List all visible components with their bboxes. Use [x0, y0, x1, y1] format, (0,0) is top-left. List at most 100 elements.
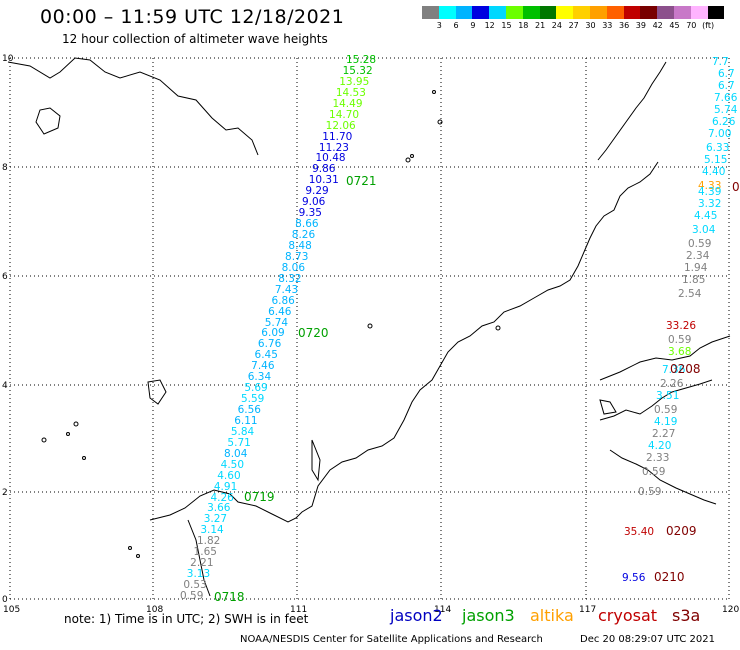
- legend-label: 3: [436, 21, 442, 30]
- legend-swatch: [506, 6, 523, 19]
- wave-height-value: 5.74: [264, 316, 289, 329]
- legend-swatch: [707, 6, 725, 19]
- wave-height-value: 4.60: [217, 469, 241, 482]
- wave-height-value: 0.59: [180, 590, 204, 602]
- legend-label: 39: [635, 21, 646, 30]
- wave-height-value: 9.56: [622, 572, 646, 584]
- wave-height-value: 2.27: [652, 428, 676, 440]
- wave-height-value: 14.53: [335, 86, 366, 99]
- wave-height-value: 5.84: [230, 425, 255, 438]
- wave-height-value: 1.85: [682, 274, 706, 286]
- wave-height-value: 0.59: [638, 486, 662, 498]
- legend-swatch: [657, 6, 674, 19]
- wave-height-value: 15.28: [346, 54, 377, 66]
- map-subtitle: 12 hour collection of altimeter wave hei…: [62, 32, 328, 46]
- legend-label: 30: [585, 21, 596, 30]
- wave-height-value: 0.53: [183, 579, 207, 592]
- lon-tick-label: 120: [722, 605, 739, 615]
- wave-height-value: 4.40: [702, 166, 726, 178]
- satellite-name: jason2: [390, 606, 443, 625]
- wave-height-value: 2.21: [190, 557, 214, 570]
- wave-height-value: 6.33: [706, 142, 730, 154]
- legend-swatch: [539, 6, 557, 19]
- wave-height-value: 8.48: [288, 239, 312, 252]
- legend-swatch: [438, 6, 456, 19]
- legend-label: 33: [602, 21, 613, 30]
- lat-tick-label: 2: [2, 488, 8, 498]
- wave-height-value: 11.23: [318, 141, 349, 154]
- wave-height-value: 14.49: [332, 97, 363, 110]
- satellite-name: cryosat: [598, 606, 658, 625]
- pass-time-label: 0718: [214, 590, 245, 604]
- coast-indochina: [7, 57, 259, 156]
- wave-height-value: 7.43: [274, 283, 299, 296]
- legend-swatch: [623, 6, 641, 19]
- wave-height-value: 0.59: [642, 466, 666, 478]
- coast-borneo-south: [187, 519, 211, 597]
- wave-height-value: 6.45: [254, 349, 278, 362]
- coast-sulawesi: [599, 335, 731, 381]
- pass-time-label: 0721: [346, 174, 377, 188]
- wave-height-value: 4.33: [698, 180, 722, 192]
- wave-height-value: 8.06: [281, 261, 306, 274]
- small-islands: [41, 90, 617, 558]
- pass-time-label: 0720: [298, 326, 329, 340]
- coast-islands-east: [609, 449, 717, 505]
- legend-swatch: [606, 6, 624, 19]
- wave-height-value: 3.66: [207, 502, 231, 515]
- wave-height-value: 10.48: [315, 152, 346, 165]
- wave-height-value: 3.68: [668, 346, 692, 358]
- wave-height-value: 5.15: [704, 154, 728, 166]
- wave-height-value: 0.59: [688, 238, 712, 250]
- legend-label: 9: [470, 21, 476, 30]
- pass-time-label: 0208: [670, 362, 701, 376]
- legend-swatch: [640, 6, 658, 19]
- pass-time-label: 0209: [666, 524, 697, 538]
- wave-height-value: 5.69: [244, 382, 268, 395]
- legend-label: 36: [619, 21, 630, 30]
- wave-height-value: 35.40: [624, 526, 655, 538]
- wave-height-value: 2.54: [678, 288, 702, 300]
- legend-swatch: [455, 6, 473, 19]
- wave-height-value: 15.32: [342, 64, 373, 77]
- wave-height-value: 2.26: [660, 378, 684, 390]
- coastline: [7, 57, 731, 597]
- lat-tick-label: 0: [2, 595, 8, 605]
- legend-swatch: [472, 6, 490, 19]
- legend-swatch: [422, 6, 439, 19]
- wave-height-value: 5.71: [227, 436, 251, 449]
- legend-label: 18: [518, 21, 529, 30]
- wave-height-value: 12.06: [325, 119, 356, 132]
- lat-tick-label: 6: [2, 272, 8, 282]
- coast-sulawesi-arm: [599, 379, 713, 421]
- wave-height-value: 1.94: [684, 262, 708, 274]
- wave-height-value: 0.59: [668, 334, 692, 346]
- legend-label: 45: [669, 21, 680, 30]
- legend-label: 70: [686, 21, 697, 30]
- wave-height-value: 13.95: [339, 75, 370, 88]
- wave-height-value: 6.7: [718, 68, 735, 80]
- legend-label: 27: [568, 21, 579, 30]
- wave-height-value: 11.70: [322, 130, 353, 143]
- wave-height-value: 6.86: [271, 294, 295, 307]
- wave-height-value: 4.50: [220, 458, 245, 471]
- wave-height-value: 2.34: [686, 250, 710, 262]
- wave-height-value: 5.74: [714, 104, 738, 116]
- wave-height-value: 0.59: [654, 404, 678, 416]
- legend-label: 12: [484, 21, 495, 30]
- wave-height-value: 4.91: [213, 480, 238, 493]
- wave-height-value: 8.32: [278, 272, 302, 285]
- legend-swatch: [489, 6, 506, 19]
- wave-height-value: 6.76: [257, 338, 282, 351]
- legend-swatch: [690, 6, 708, 19]
- legend-swatch: [522, 6, 540, 19]
- wave-height-value: 6.34: [247, 371, 272, 384]
- wave-height-value: 8.66: [295, 218, 319, 231]
- lat-tick-label: 4: [2, 381, 8, 391]
- lon-tick-label: 108: [146, 605, 163, 615]
- wave-height-value: 10.31: [308, 174, 339, 187]
- wave-height-value: 9.35: [298, 207, 322, 220]
- wave-height-value: 6.46: [268, 305, 292, 318]
- coast-borneo: [149, 161, 659, 523]
